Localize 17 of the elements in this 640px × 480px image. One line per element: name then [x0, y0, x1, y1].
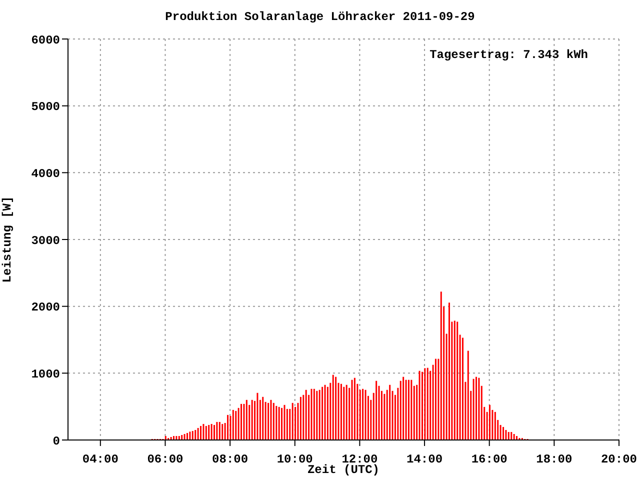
x-tick-label: 16:00 [471, 452, 508, 467]
y-tick-label: 4000 [31, 166, 60, 181]
x-tick-label: 14:00 [406, 452, 443, 467]
chart-title: Produktion Solaranlage Löhracker 2011-09-29 [164, 10, 476, 24]
y-tick-label: 1000 [31, 367, 60, 382]
y-tick-label: 2000 [31, 300, 60, 315]
y-tick-label: 0 [52, 434, 60, 448]
x-tick-label: 06:00 [147, 452, 184, 467]
y-axis-title: Leistung [W] [0, 196, 14, 283]
y-tick-label: 5000 [31, 100, 60, 114]
annotation: Tagesertrag: 7.343 kWh [430, 48, 588, 62]
x-tick-label: 04:00 [82, 452, 118, 467]
x-tick-label: 20:00 [600, 452, 638, 467]
x-tick-label: 08:00 [212, 452, 248, 467]
y-tick-label: 3000 [31, 234, 60, 248]
y-tick-label: 6000 [31, 33, 60, 48]
x-tick-label: 18:00 [536, 452, 572, 467]
